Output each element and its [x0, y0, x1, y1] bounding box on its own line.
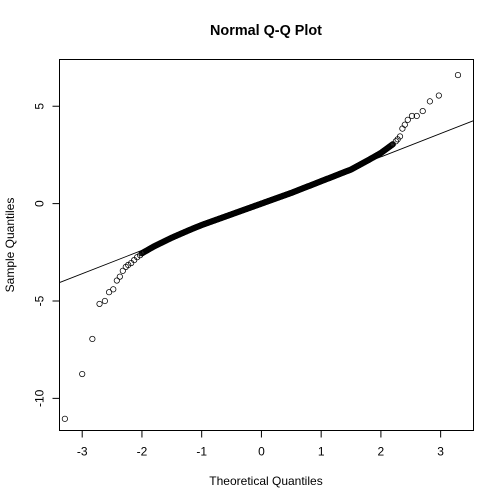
data-point [426, 98, 433, 105]
data-point [119, 267, 126, 274]
x-tick-label: -2 [137, 445, 148, 459]
data-point [404, 116, 411, 123]
y-tick-label: -10 [33, 389, 47, 407]
data-point [399, 125, 406, 132]
data-point [101, 297, 108, 305]
data-point [387, 142, 395, 149]
data-point [106, 289, 113, 296]
plot-frame [59, 59, 474, 431]
data-point [113, 277, 120, 284]
y-tick-label: -5 [33, 295, 47, 306]
data-point [388, 142, 395, 149]
data-point [131, 257, 138, 264]
x-tick-label: -1 [196, 445, 207, 459]
x-tick-label: 1 [318, 445, 325, 459]
data-point [79, 370, 86, 378]
data-point [392, 138, 399, 145]
data-point [396, 133, 404, 140]
x-tick-label: -3 [77, 445, 88, 459]
y-tick-label: 0 [33, 200, 47, 207]
y-axis: -10 -5 0 5 [33, 103, 60, 407]
data-point [401, 121, 408, 128]
data-point [116, 273, 123, 280]
data-point [61, 415, 68, 422]
x-tick-label: 3 [437, 445, 444, 459]
data-points [61, 72, 462, 422]
chart-title: Normal Q-Q Plot [210, 23, 322, 39]
x-axis-title: Theoretical Quantiles [209, 474, 322, 488]
data-point [110, 286, 117, 293]
data-point [435, 92, 442, 99]
data-point [419, 108, 426, 115]
data-point [96, 300, 103, 307]
y-axis-title: Sample Quantiles [3, 198, 17, 293]
data-point [389, 141, 396, 148]
data-point [134, 254, 141, 261]
data-point [125, 261, 132, 269]
y-tick-label: 5 [33, 103, 47, 110]
data-point [413, 112, 420, 120]
x-tick-label: 0 [258, 445, 265, 459]
data-point [89, 335, 96, 343]
x-axis: -3 -2 -1 0 1 2 3 [77, 430, 444, 459]
data-point [137, 252, 144, 259]
data-point [454, 72, 462, 79]
x-tick-label: 2 [378, 445, 385, 459]
data-point [408, 112, 416, 120]
